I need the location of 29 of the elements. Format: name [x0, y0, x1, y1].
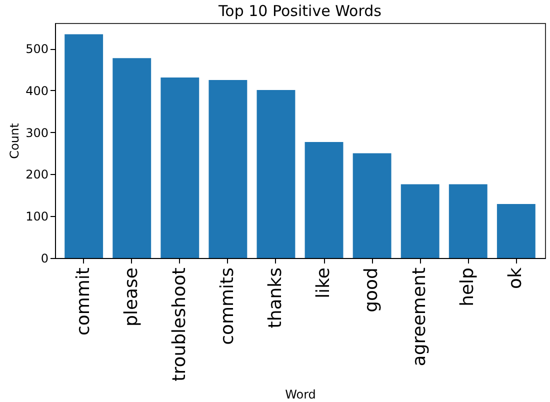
- bar: [256, 90, 296, 258]
- x-tick-label: good: [361, 268, 382, 312]
- x-tick-label: commits: [216, 268, 238, 345]
- x-axis-title: Word: [285, 387, 316, 402]
- bar: [352, 153, 392, 258]
- y-tick-label: 0: [40, 252, 48, 266]
- bar: [208, 80, 248, 258]
- x-tick-label: like: [313, 268, 334, 298]
- bar: [400, 184, 440, 258]
- y-tick-label: 200: [26, 168, 48, 182]
- x-tick-label: agreement: [409, 268, 430, 366]
- bar: [496, 204, 536, 258]
- bar: [112, 58, 152, 258]
- x-tick-label: help: [457, 268, 478, 306]
- y-tick-label: 100: [26, 210, 48, 224]
- x-tick-label: thanks: [264, 268, 286, 328]
- x-tick-label: ok: [505, 266, 526, 289]
- chart-title: Top 10 Positive Words: [218, 2, 382, 20]
- bar: [64, 34, 104, 258]
- bar: [160, 77, 200, 258]
- bar: [448, 184, 488, 258]
- x-tick-label: please: [120, 268, 142, 326]
- x-tick-label: troubleshoot: [168, 268, 190, 382]
- y-tick-label: 300: [26, 126, 48, 140]
- y-tick-label: 500: [26, 42, 48, 56]
- bar: [304, 142, 344, 258]
- y-axis-title: Count: [8, 122, 22, 159]
- x-tick-label: commit: [72, 268, 94, 336]
- y-tick-label: 400: [26, 84, 48, 98]
